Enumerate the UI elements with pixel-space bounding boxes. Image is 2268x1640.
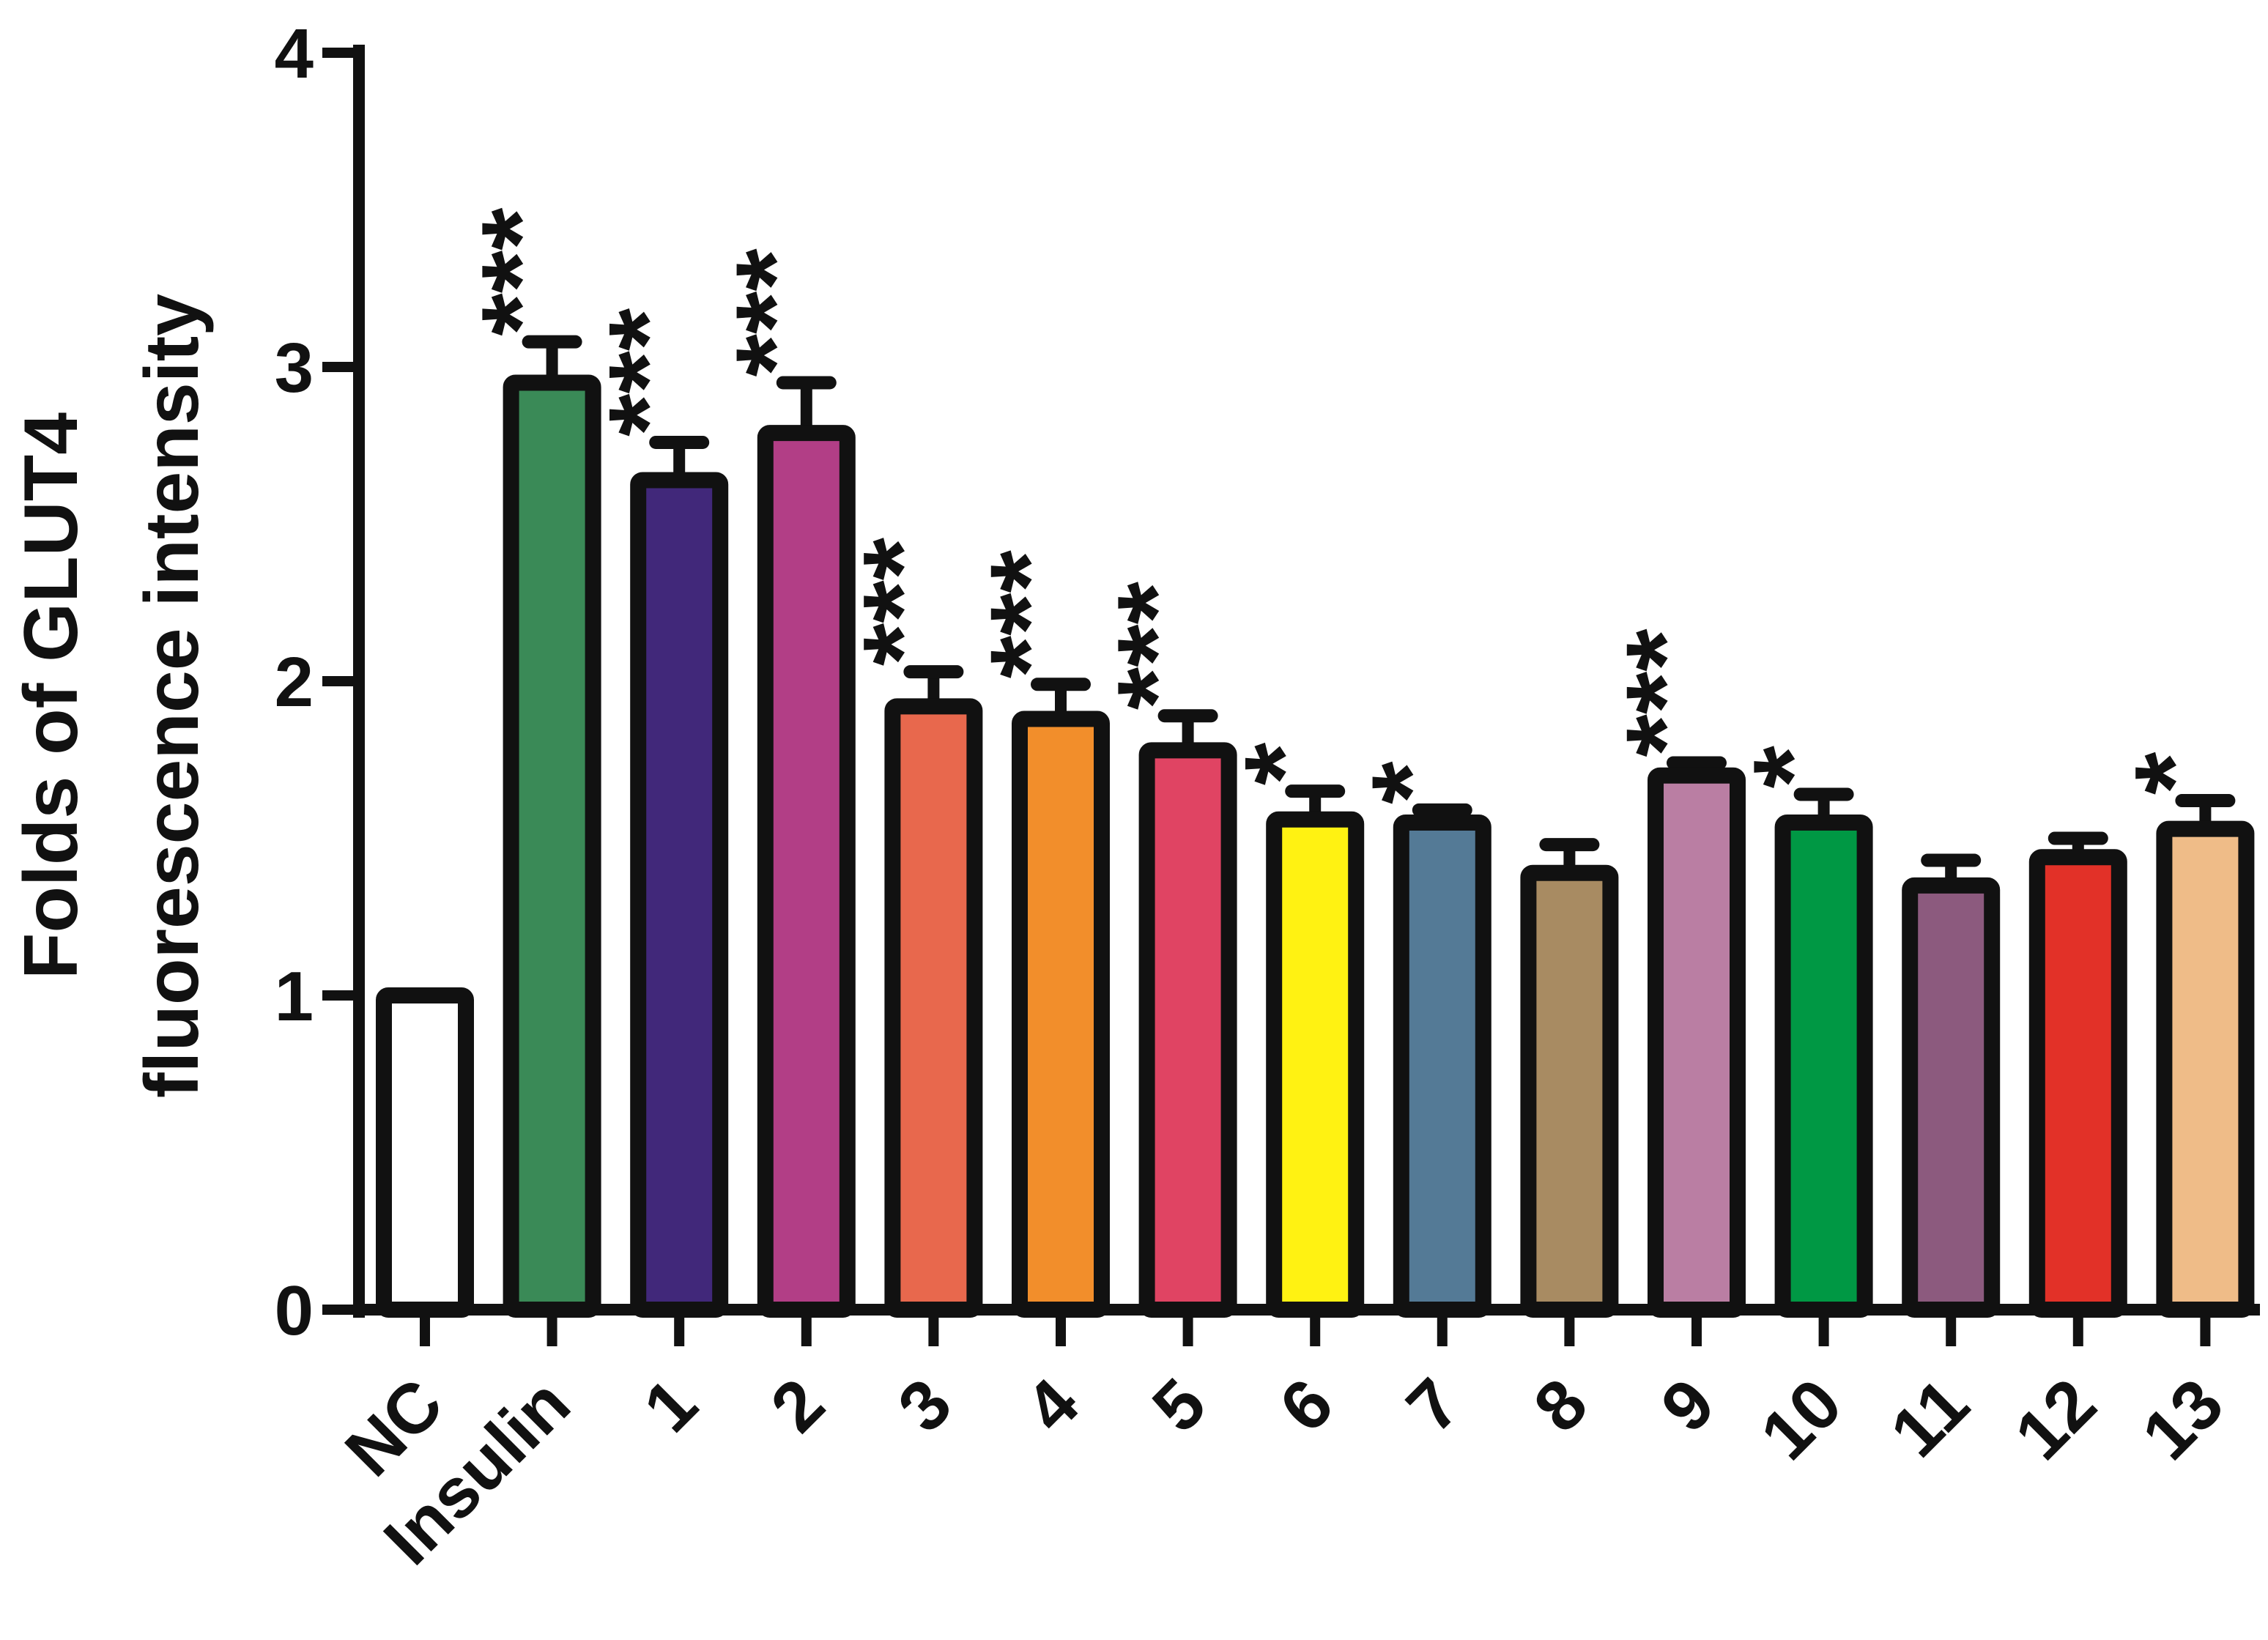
x-tick-label: 13 <box>2127 1364 2238 1474</box>
bar <box>376 987 474 1318</box>
bar <box>503 374 601 1318</box>
significance-label: *** <box>713 248 836 377</box>
bar <box>1266 811 1365 1318</box>
bar <box>884 698 983 1318</box>
y-axis-label: Folds of GLUT4 fluorescence intensity <box>9 294 215 1098</box>
bar <box>1012 710 1110 1318</box>
y-tick-label: 4 <box>275 15 314 93</box>
significance-label: * <box>1221 742 1344 785</box>
y-tick-label: 1 <box>275 957 314 1036</box>
bar <box>2028 849 2127 1318</box>
x-tick-label: 8 <box>1519 1364 1602 1447</box>
x-tick-label: 2 <box>756 1364 839 1447</box>
bar <box>1393 815 1491 1318</box>
significance-label: *** <box>967 550 1090 679</box>
x-tick-label: 11 <box>1876 1364 1984 1472</box>
bar <box>1774 815 1873 1318</box>
significance-label: *** <box>840 537 963 666</box>
bar <box>630 472 729 1318</box>
x-tick-label: 7 <box>1392 1364 1475 1447</box>
y-tick-label: 2 <box>275 643 314 721</box>
y-axis-label-line: Folds of GLUT4 <box>9 412 94 979</box>
y-tick-label: 3 <box>275 329 314 407</box>
significance-label: * <box>2111 752 2234 795</box>
x-tick-label: 3 <box>883 1364 966 1447</box>
bar <box>757 425 856 1318</box>
significance-label: * <box>1730 745 1853 788</box>
significance-label: *** <box>1603 628 1726 757</box>
bar <box>1648 767 1746 1318</box>
bar <box>2156 820 2255 1318</box>
significance-label: * <box>1349 761 1472 804</box>
x-tick-label: 10 <box>1746 1364 1856 1474</box>
x-tick-label: 5 <box>1138 1364 1220 1447</box>
significance-label: *** <box>585 308 708 437</box>
bar <box>1520 864 1619 1318</box>
significance-label: *** <box>1094 581 1218 710</box>
x-tick-label: 6 <box>1265 1364 1348 1447</box>
significance-label: *** <box>459 207 582 336</box>
bar <box>1138 742 1237 1318</box>
y-axis-label-line: fluorescence intensity <box>130 294 215 1098</box>
bar <box>1902 877 2001 1318</box>
bars: ****** ****** *** **** ***** * <box>376 207 2255 1318</box>
x-tick-label: 12 <box>2000 1364 2110 1474</box>
x-tick-label: 9 <box>1646 1364 1729 1447</box>
y-tick-label: 0 <box>275 1272 314 1350</box>
x-tick-label: 1 <box>629 1364 712 1447</box>
x-tick-label: 4 <box>1010 1364 1093 1447</box>
